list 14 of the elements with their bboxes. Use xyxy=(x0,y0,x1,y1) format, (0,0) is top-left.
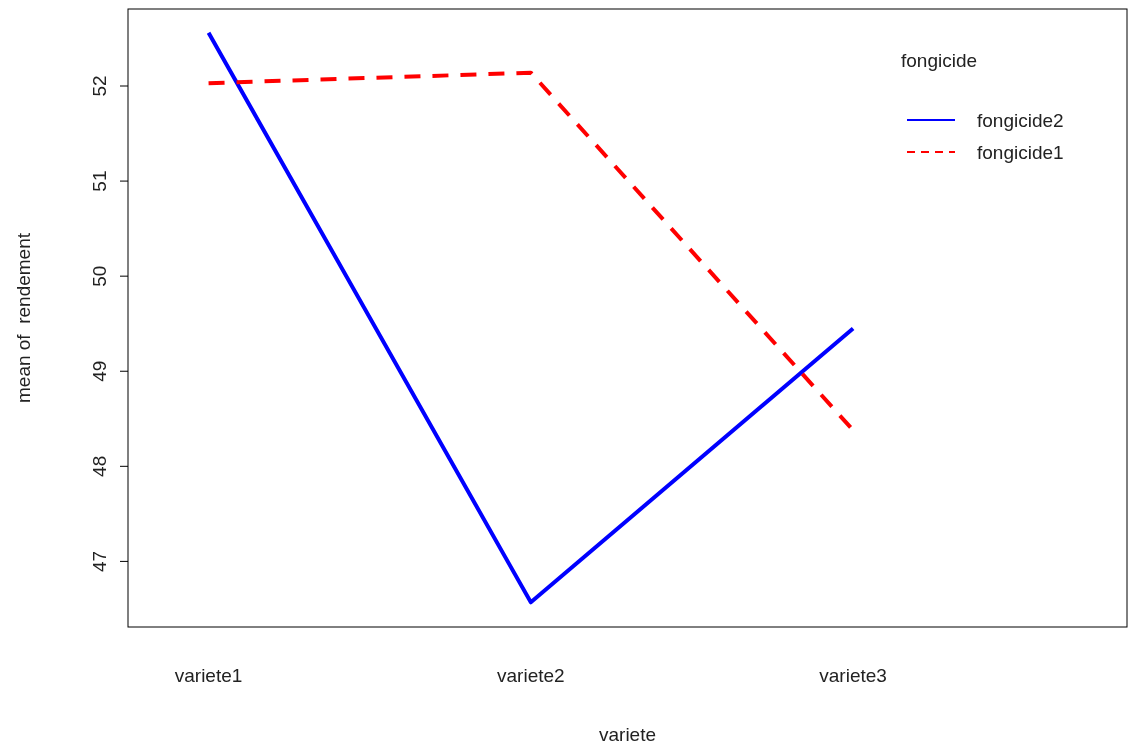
legend-label: fongicide1 xyxy=(977,142,1064,163)
x-axis-title: variete xyxy=(598,724,657,745)
y-tick-label: 49 xyxy=(89,360,110,382)
y-tick-label: 50 xyxy=(89,265,110,287)
y-axis-title: mean of rendement xyxy=(13,232,34,404)
x-tick-label: variete2 xyxy=(497,665,565,686)
legend-label: fongicide2 xyxy=(977,110,1064,131)
x-tick-label: variete3 xyxy=(819,665,887,686)
legend-title: fongicide xyxy=(901,50,978,71)
x-tick-label: variete1 xyxy=(174,665,243,686)
y-tick-label: 47 xyxy=(89,550,110,572)
y-tick-label: 48 xyxy=(89,455,110,477)
y-tick-label: 52 xyxy=(89,75,110,97)
y-tick-label: 51 xyxy=(89,170,110,192)
